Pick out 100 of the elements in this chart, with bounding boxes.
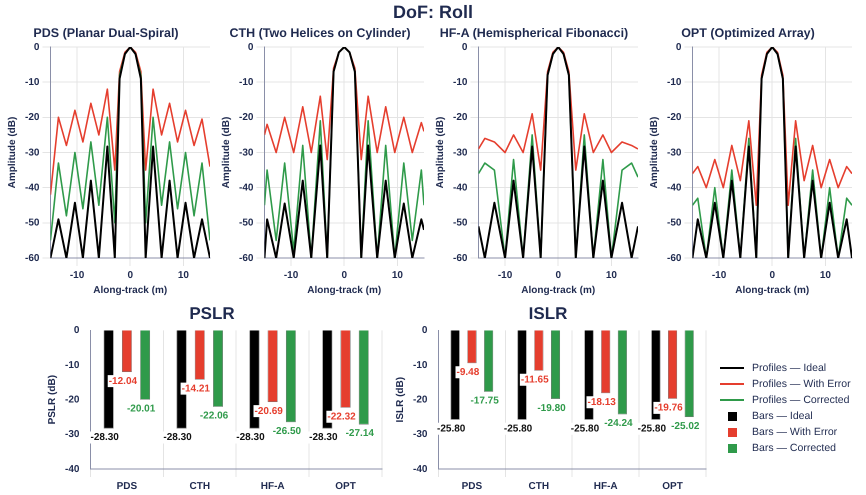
y-tick-label: -20 — [453, 112, 468, 124]
y-tick-label: -20 — [65, 394, 80, 406]
y-tick-label: -10 — [65, 360, 80, 371]
y-tick-label: -30 — [667, 147, 682, 158]
x-tick-label: -10 — [712, 270, 727, 281]
y-tick-label: -30 — [413, 429, 428, 440]
x-tick-label: CTH — [190, 480, 210, 492]
x-tick-label: 10 — [392, 270, 404, 281]
data-label: -11.65 — [520, 374, 550, 386]
y-tick-label: -40 — [667, 182, 682, 194]
data-label: -19.80 — [537, 402, 566, 414]
legend-label: Profiles — With Error — [752, 377, 851, 392]
y-tick-label: -60 — [453, 252, 468, 264]
y-tick-label: -50 — [239, 218, 254, 229]
data-label: -22.32 — [327, 411, 356, 422]
x-tick-label: -10 — [284, 270, 299, 281]
y-tick-label: -40 — [413, 464, 428, 475]
x-tick-label: 0 — [341, 270, 348, 281]
y-tick-label: -20 — [667, 112, 682, 124]
chart-title: ISLR — [528, 304, 568, 323]
x-tick-label: 10 — [606, 270, 618, 281]
data-label: -18.13 — [587, 396, 616, 408]
chart-title: PDS (Planar Dual-Spiral) — [33, 26, 179, 40]
x-tick-label: 10 — [178, 270, 190, 281]
x-tick-label: OPT — [662, 480, 683, 492]
text: DoF: Roll — [392, 2, 474, 23]
data-label: -28.30 — [163, 432, 192, 444]
y-tick-label: -60 — [239, 252, 254, 264]
y-tick-label: 0 — [422, 325, 428, 336]
y-tick-label: -10 — [667, 76, 682, 88]
data-label: -20.69 — [254, 406, 284, 417]
y-tick-label: -10 — [239, 76, 254, 88]
x-tick-label: 0 — [127, 270, 134, 281]
y-tick-label: -30 — [25, 147, 40, 158]
y-tick-label: -60 — [25, 252, 40, 264]
y-axis-title: Amplitude (dB) — [220, 116, 232, 188]
data-label: -25.80 — [504, 424, 533, 435]
y-tick-label: 0 — [34, 42, 40, 53]
data-label: -22.06 — [200, 410, 229, 422]
data-label: -25.80 — [436, 424, 466, 435]
data-label: -26.50 — [272, 426, 302, 437]
y-axis-title: ISLR (dB) — [394, 376, 406, 422]
y-tick-label: -40 — [25, 182, 40, 194]
y-tick-label: -10 — [453, 76, 468, 88]
x-tick-label: 10 — [820, 270, 832, 281]
x-tick-label: PDS — [462, 480, 483, 492]
y-axis-title: PSLR (dB) — [46, 374, 58, 424]
legend-label: Bars — With Error — [752, 425, 838, 440]
chart-title: PSLR — [189, 304, 235, 323]
x-tick-label: -10 — [498, 270, 513, 281]
y-tick-label: -20 — [239, 112, 254, 124]
y-tick-label: 0 — [74, 325, 80, 336]
y-tick-label: -40 — [453, 182, 468, 194]
x-axis-title: Along-track (m) — [735, 284, 810, 296]
x-tick-label: HF-A — [594, 480, 618, 492]
x-tick-label: OPT — [335, 480, 356, 492]
data-label: -25.80 — [570, 424, 600, 435]
y-tick-label: -50 — [667, 218, 682, 229]
data-label: -28.30 — [236, 432, 266, 444]
y-tick-label: -10 — [413, 360, 428, 371]
y-tick-label: -30 — [65, 429, 80, 440]
data-label: -14.21 — [182, 383, 210, 394]
y-axis-title: Amplitude (dB) — [6, 116, 18, 188]
y-tick-label: -50 — [453, 218, 468, 229]
data-label: -20.01 — [126, 403, 156, 414]
y-axis-title: Amplitude (dB) — [648, 116, 660, 188]
x-tick-label: PDS — [116, 480, 138, 492]
data-label: -28.30 — [90, 432, 120, 444]
data-label: -19.76 — [654, 402, 684, 414]
y-tick-label: -20 — [413, 394, 428, 406]
legend-label: Bars — Corrected — [752, 441, 836, 456]
data-label: -25.02 — [671, 420, 700, 432]
y-tick-label: -20 — [25, 112, 40, 124]
chart-title: CTH (Two Helices on Cylinder) — [229, 26, 411, 40]
x-axis-title: Along-track (m) — [93, 284, 168, 296]
x-tick-label: 0 — [555, 270, 562, 281]
chart-title: OPT (Optimized Array) — [681, 26, 815, 40]
x-tick-label: 0 — [769, 270, 776, 281]
legend-label: Bars — Ideal — [752, 409, 813, 424]
y-tick-label: 0 — [248, 42, 254, 53]
data-label: -28.30 — [309, 432, 338, 444]
y-tick-label: -40 — [65, 464, 80, 475]
x-tick-label: CTH — [528, 480, 550, 492]
y-tick-label: 0 — [676, 42, 682, 53]
data-label: -17.75 — [470, 396, 500, 407]
data-label: -27.14 — [346, 428, 374, 440]
legend-label: Profiles — Corrected — [752, 393, 850, 408]
data-label: -9.48 — [456, 367, 480, 378]
legend-label: Profiles — Ideal — [752, 361, 826, 376]
y-tick-label: -40 — [239, 182, 254, 194]
chart-title: HF-A (Hemispherical Fibonacci) — [440, 26, 628, 40]
y-axis-title: Amplitude (dB) — [434, 116, 446, 188]
x-axis-title: Along-track (m) — [307, 284, 382, 296]
data-label: -25.80 — [638, 424, 666, 435]
y-tick-label: 0 — [462, 42, 468, 53]
data-label: -24.24 — [604, 418, 634, 430]
x-axis-title: Along-track (m) — [521, 284, 596, 296]
y-tick-label: -30 — [453, 147, 468, 158]
x-tick-label: HF-A — [260, 480, 285, 492]
y-tick-label: -50 — [25, 218, 40, 229]
